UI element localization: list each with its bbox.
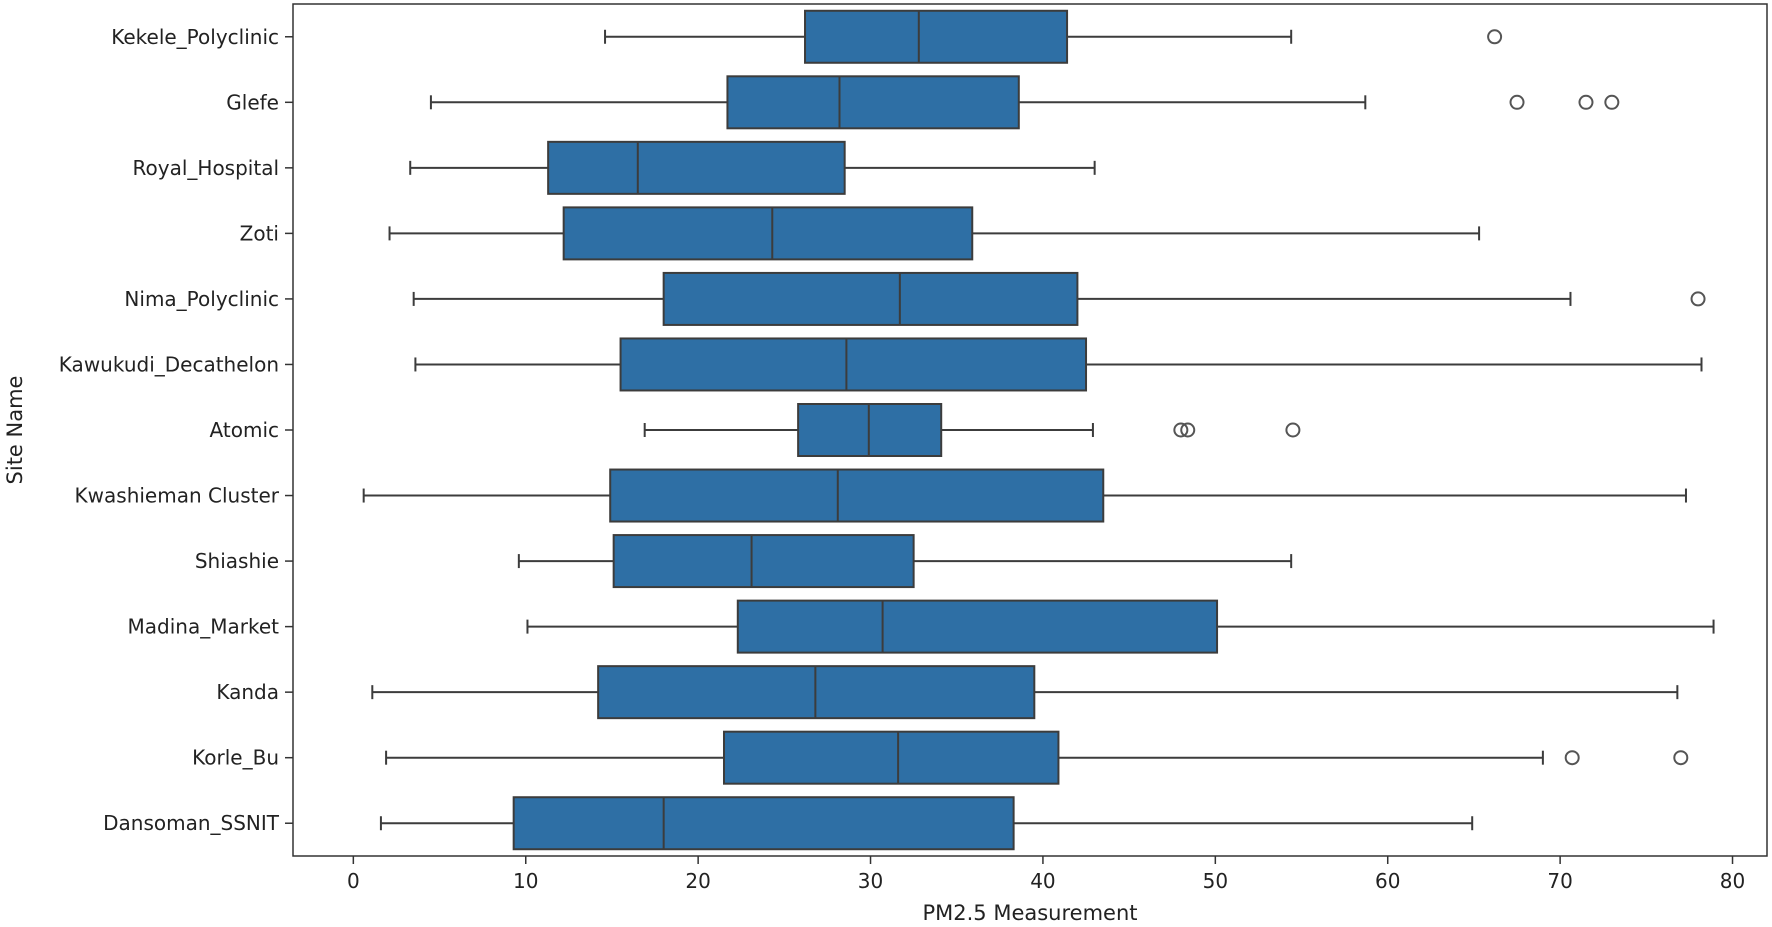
y-tick-label: Royal_Hospital bbox=[133, 156, 279, 180]
y-tick-label: Kekele_Polyclinic bbox=[111, 25, 279, 49]
x-tick-label: 10 bbox=[513, 869, 538, 893]
box bbox=[612, 534, 915, 589]
x-tick-label: 30 bbox=[858, 869, 883, 893]
x-tick-label: 50 bbox=[1203, 869, 1228, 893]
outlier-point bbox=[1487, 29, 1503, 45]
box bbox=[662, 271, 1079, 326]
x-tick-label: 80 bbox=[1720, 869, 1745, 893]
outlier-point bbox=[1285, 422, 1301, 438]
y-tick-label: Atomic bbox=[210, 418, 279, 442]
box bbox=[722, 730, 1060, 785]
y-tick-label: Madina_Market bbox=[128, 615, 280, 639]
x-axis-label: PM2.5 Measurement bbox=[922, 901, 1137, 925]
box bbox=[804, 9, 1069, 64]
box bbox=[619, 337, 1088, 392]
outlier-point bbox=[1180, 422, 1196, 438]
y-tick-label: Kwashieman Cluster bbox=[75, 484, 280, 508]
y-axis-label: Site Name bbox=[3, 376, 27, 485]
box bbox=[562, 206, 974, 261]
x-tick-label: 70 bbox=[1547, 869, 1572, 893]
box bbox=[609, 468, 1105, 523]
y-tick-label: Dansoman_SSNIT bbox=[103, 811, 280, 835]
outlier-point bbox=[1564, 750, 1580, 766]
box bbox=[512, 796, 1015, 851]
box bbox=[547, 140, 846, 195]
y-tick-label: Kanda bbox=[216, 680, 279, 704]
outlier-point bbox=[1673, 750, 1689, 766]
y-tick-label: Zoti bbox=[240, 221, 279, 245]
y-tick-label: Glefe bbox=[226, 90, 279, 114]
x-tick-label: 40 bbox=[1030, 869, 1055, 893]
box bbox=[726, 75, 1020, 130]
box bbox=[736, 599, 1219, 654]
outlier-point bbox=[1578, 94, 1594, 110]
y-tick-label: Shiashie bbox=[195, 549, 279, 573]
y-tick-label: Korle_Bu bbox=[192, 746, 279, 770]
y-tick-label: Kawukudi_Decathelon bbox=[59, 352, 279, 376]
plot-area: Kekele_Polyclinic Glefe Royal_Hospital Zoti… bbox=[59, 3, 1768, 893]
y-tick-label: Nima_Polyclinic bbox=[124, 287, 279, 311]
x-tick-label: 0 bbox=[347, 869, 360, 893]
plot-frame bbox=[292, 3, 1768, 857]
outlier-point bbox=[1690, 291, 1706, 307]
outlier-point bbox=[1173, 422, 1189, 438]
x-tick-label: 20 bbox=[685, 869, 710, 893]
outlier-point bbox=[1509, 94, 1525, 110]
outlier-point bbox=[1604, 94, 1620, 110]
x-tick-label: 60 bbox=[1375, 869, 1400, 893]
